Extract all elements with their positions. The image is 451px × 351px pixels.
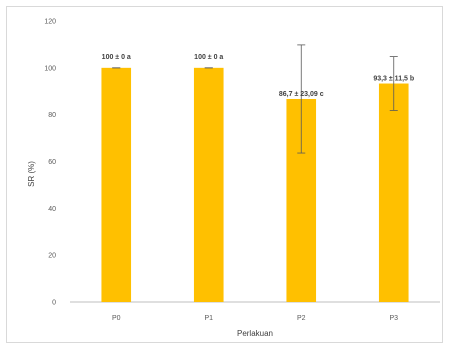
bar-p0 [101, 67, 132, 302]
y-tick-label: 100 [44, 65, 56, 72]
bar-p3 [378, 83, 409, 303]
y-axis-title: SR (%) [27, 161, 36, 187]
x-tick-label-p1: P1 [204, 315, 213, 322]
x-tick-label-p2: P2 [297, 315, 306, 322]
data-label-p2: 86,7 ± 23,09 c [279, 91, 324, 98]
error-bar-p2 [297, 44, 306, 154]
data-label-p3: 93,3 ± 11,5 b [373, 76, 414, 83]
x-tick-label-p3: P3 [389, 315, 398, 322]
x-axis-ticks: P0 P1 P2 P3 [112, 315, 398, 322]
data-label-p1: 100 ± 0 a [194, 54, 223, 61]
data-labels: 100 ± 0 a 100 ± 0 a 86,7 ± 23,09 c 93,3 ± 1… [102, 54, 414, 98]
bars [101, 67, 409, 303]
error-bars [112, 44, 398, 154]
data-label-p0: 100 ± 0 a [102, 54, 131, 61]
y-tick-label: 80 [48, 112, 56, 119]
y-tick-label: 0 [52, 300, 56, 307]
y-tick-label: 40 [48, 206, 56, 213]
error-bar-p3 [389, 56, 398, 111]
y-tick-label: 120 [44, 19, 56, 26]
y-tick-label: 60 [48, 159, 56, 166]
bar-p1 [193, 67, 224, 302]
chart-frame [6, 6, 443, 343]
x-tick-label-p0: P0 [112, 315, 121, 322]
y-axis-ticks: 0 20 40 60 80 100 120 [44, 19, 56, 307]
x-axis-title: Perlakuan [237, 329, 273, 338]
y-tick-label: 20 [48, 253, 56, 260]
